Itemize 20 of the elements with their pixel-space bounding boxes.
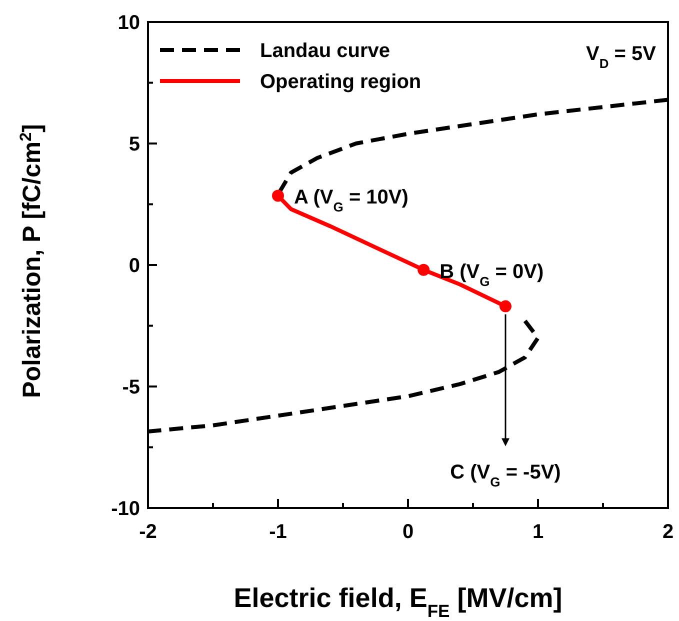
x-tick-label: 1 [532, 521, 544, 543]
annotation: A (V$_{G}$ = 10V) [294, 186, 408, 214]
x-axis-title: Electric field, E$_{FE}$ [MV/cm] [234, 583, 562, 621]
y-tick-label: 5 [128, 134, 140, 156]
x-tick-label: 0 [402, 521, 414, 543]
x-tick-label: 2 [662, 521, 674, 543]
legend-label: Landau curve [260, 40, 390, 62]
y-tick-label: 10 [118, 12, 140, 34]
y-tick-label: 0 [128, 255, 140, 277]
annotation: C (V$_{G}$ = -5V) [450, 461, 561, 489]
point [418, 264, 430, 276]
x-tick-label: -1 [269, 521, 287, 543]
annotation: V$_{D}$ = 5V [586, 43, 657, 70]
y-tick-label: -5 [122, 376, 140, 398]
annotation: B (V$_{G}$ = 0V) [440, 260, 544, 288]
x-tick-label: -2 [139, 521, 157, 543]
point [500, 300, 512, 312]
y-tick-label: -10 [111, 498, 140, 520]
point [272, 190, 284, 202]
legend-label: Operating region [260, 71, 422, 93]
